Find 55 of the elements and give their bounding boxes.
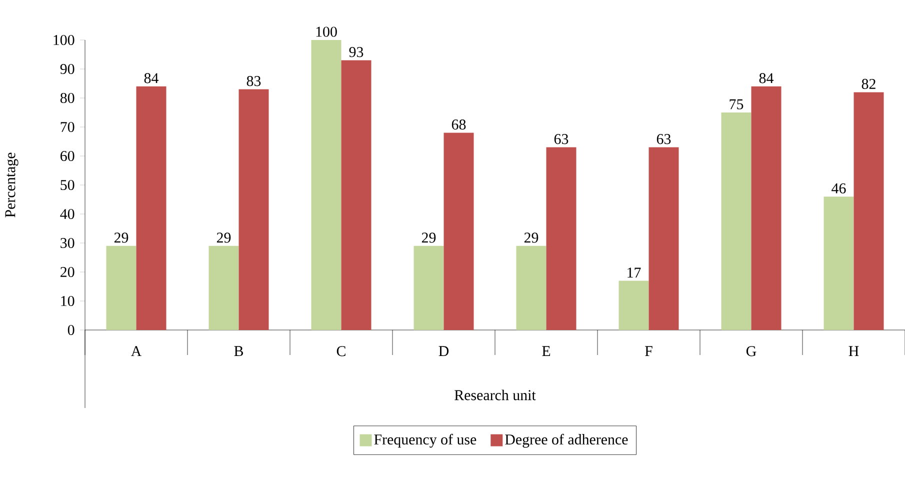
data-label: 82 (862, 78, 876, 89)
data-label: 63 (656, 134, 671, 144)
x-axis-title: Research unit (454, 390, 536, 400)
bar (444, 132, 474, 330)
bar (648, 147, 679, 330)
data-label: 75 (730, 99, 744, 110)
data-label: 29 (216, 232, 231, 243)
x-tick-label: A (130, 346, 142, 356)
bar (854, 92, 884, 330)
bar (721, 112, 752, 330)
x-tick-label: D (438, 346, 449, 356)
data-label: 29 (524, 232, 538, 243)
bar (824, 196, 854, 330)
legend-label: Frequency of use (374, 434, 476, 448)
y-tick-label: 30 (60, 238, 74, 248)
bar (311, 40, 342, 330)
data-label: 93 (349, 47, 364, 58)
data-label: 84 (759, 73, 774, 84)
x-tick-label: F (645, 346, 652, 356)
data-label: 83 (246, 76, 261, 86)
bar (106, 246, 136, 330)
bar (516, 246, 546, 330)
data-label: 29 (422, 232, 436, 243)
y-tick-label: 70 (60, 122, 74, 132)
x-tick-label: H (848, 346, 859, 356)
data-label: 17 (628, 268, 641, 278)
y-tick-label: 40 (60, 208, 74, 220)
x-tick-label: E (542, 346, 550, 356)
data-label: 100 (316, 26, 337, 37)
y-tick-label: 100 (54, 34, 74, 46)
data-label: 84 (144, 73, 158, 84)
y-tick-label: 80 (60, 92, 74, 104)
y-tick-label: 0 (68, 324, 74, 336)
bar (238, 89, 269, 330)
y-tick-label: 10 (61, 296, 74, 306)
bar (751, 86, 782, 330)
legend-label: Degree of adherence (505, 434, 628, 448)
y-tick-label: 20 (60, 266, 74, 278)
data-label: 46 (832, 183, 846, 194)
bar (208, 246, 239, 330)
x-tick-label: B (234, 346, 243, 356)
bar (136, 86, 166, 330)
x-tick-label: C (336, 346, 346, 356)
y-axis-title: Percentage (5, 152, 18, 218)
data-label: 63 (554, 134, 568, 144)
data-label: 68 (452, 120, 466, 130)
bar (546, 147, 576, 330)
y-tick-label: 50 (60, 180, 74, 190)
bar (414, 246, 444, 330)
y-tick-label: 90 (60, 64, 74, 74)
bar (341, 60, 372, 330)
x-tick-label: G (746, 346, 756, 356)
data-label: 29 (114, 232, 128, 243)
y-tick-label: 60 (60, 150, 74, 162)
bar (618, 280, 649, 330)
